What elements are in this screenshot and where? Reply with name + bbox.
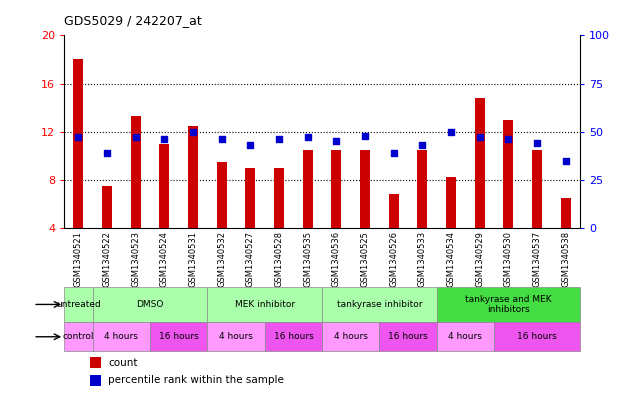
Bar	[532, 150, 542, 228]
Bar	[208, 286, 322, 322]
Bar	[388, 194, 399, 228]
Bar	[131, 116, 141, 228]
Point	[217, 136, 227, 143]
Point	[388, 150, 399, 156]
Text: GSM1340525: GSM1340525	[361, 231, 370, 287]
Bar	[90, 357, 101, 368]
Bar	[322, 322, 379, 351]
Point	[274, 136, 284, 143]
Bar	[379, 322, 437, 351]
Text: 4 hours: 4 hours	[449, 332, 483, 341]
Text: GSM1340533: GSM1340533	[418, 231, 427, 287]
Bar	[150, 322, 208, 351]
Point	[474, 134, 485, 141]
Bar	[160, 144, 169, 228]
Text: 16 hours: 16 hours	[517, 332, 557, 341]
Bar	[494, 322, 580, 351]
Point	[503, 136, 513, 143]
Text: GSM1340528: GSM1340528	[274, 231, 283, 287]
Point	[246, 142, 256, 148]
Point	[532, 140, 542, 147]
Text: 16 hours: 16 hours	[159, 332, 199, 341]
Bar	[274, 168, 284, 228]
Bar	[437, 286, 580, 322]
Point	[446, 129, 456, 135]
Bar	[446, 178, 456, 228]
Point	[303, 134, 313, 141]
Text: 4 hours: 4 hours	[334, 332, 368, 341]
Text: tankyrase inhibitor: tankyrase inhibitor	[337, 300, 422, 309]
Text: GSM1340523: GSM1340523	[131, 231, 140, 287]
Text: 4 hours: 4 hours	[219, 332, 253, 341]
Bar	[208, 322, 265, 351]
Bar	[360, 150, 370, 228]
Point	[360, 132, 370, 139]
Text: GSM1340536: GSM1340536	[332, 231, 341, 287]
Text: GSM1340521: GSM1340521	[74, 231, 83, 287]
Bar	[417, 150, 428, 228]
Text: 16 hours: 16 hours	[388, 332, 428, 341]
Text: 16 hours: 16 hours	[274, 332, 313, 341]
Text: MEK inhibitor: MEK inhibitor	[235, 300, 295, 309]
Text: GSM1340535: GSM1340535	[303, 231, 312, 287]
Point	[561, 158, 571, 164]
Text: GSM1340522: GSM1340522	[103, 231, 112, 287]
Bar	[265, 322, 322, 351]
Bar	[246, 168, 256, 228]
Text: tankyrase and MEK
inhibitors: tankyrase and MEK inhibitors	[465, 295, 552, 314]
Bar	[561, 198, 570, 228]
Text: percentile rank within the sample: percentile rank within the sample	[108, 375, 284, 386]
Text: GDS5029 / 242207_at: GDS5029 / 242207_at	[64, 15, 202, 28]
Text: GSM1340538: GSM1340538	[562, 231, 570, 287]
Bar	[74, 59, 83, 228]
Text: GSM1340527: GSM1340527	[246, 231, 255, 287]
Point	[102, 150, 112, 156]
Text: untreated: untreated	[56, 300, 101, 309]
Point	[331, 138, 342, 145]
Point	[188, 129, 198, 135]
Text: count: count	[108, 358, 137, 367]
Text: GSM1340534: GSM1340534	[447, 231, 456, 287]
Text: GSM1340532: GSM1340532	[217, 231, 226, 287]
Bar	[303, 150, 313, 228]
Bar	[93, 286, 208, 322]
Bar	[102, 186, 112, 228]
Bar	[93, 322, 150, 351]
Point	[160, 136, 170, 143]
Bar	[322, 286, 437, 322]
Text: GSM1340524: GSM1340524	[160, 231, 169, 287]
Bar	[90, 375, 101, 386]
Bar	[188, 126, 198, 228]
Text: GSM1340526: GSM1340526	[389, 231, 398, 287]
Bar	[437, 322, 494, 351]
Bar	[64, 322, 93, 351]
Bar	[475, 98, 485, 228]
Text: GSM1340537: GSM1340537	[533, 231, 542, 287]
Text: 4 hours: 4 hours	[104, 332, 138, 341]
Point	[73, 134, 83, 141]
Bar	[331, 150, 342, 228]
Point	[131, 134, 141, 141]
Text: GSM1340530: GSM1340530	[504, 231, 513, 287]
Text: GSM1340531: GSM1340531	[188, 231, 197, 287]
Text: DMSO: DMSO	[137, 300, 164, 309]
Bar	[217, 162, 227, 228]
Bar	[64, 286, 93, 322]
Bar	[503, 119, 513, 228]
Text: GSM1340529: GSM1340529	[475, 231, 484, 287]
Text: control: control	[63, 332, 94, 341]
Point	[417, 142, 428, 148]
